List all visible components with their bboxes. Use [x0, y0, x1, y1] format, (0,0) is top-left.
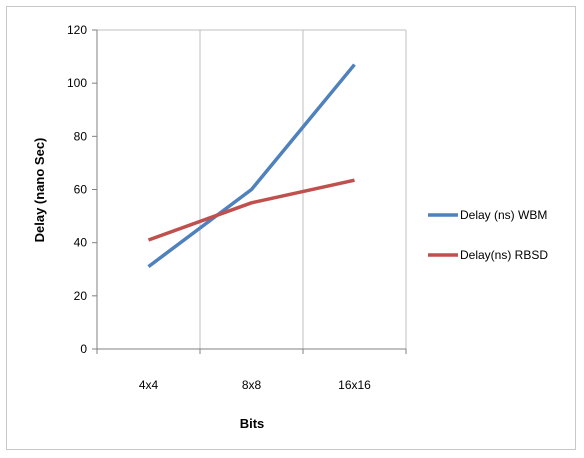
legend-label: Delay(ns) RBSD [460, 248, 548, 262]
chart-frame [6, 6, 576, 450]
y-tick-label: 100 [67, 76, 87, 90]
axes [92, 29, 407, 354]
x-tick-labels: 4x4 8x8 16x16 [139, 378, 371, 392]
x-axis-title: Bits [240, 416, 265, 431]
series-line-rbsd [147, 178, 355, 242]
y-tick-label: 20 [74, 289, 88, 303]
y-tick-label: 40 [74, 236, 88, 250]
y-tick-labels: 0 20 40 60 80 100 120 [67, 23, 87, 356]
legend-label: Delay (ns) WBM [460, 208, 547, 222]
legend: Delay (ns) WBM Delay(ns) RBSD [428, 208, 548, 262]
y-tick-label: 0 [80, 342, 87, 356]
y-tick-label: 120 [67, 23, 87, 37]
y-tick-label: 80 [74, 129, 88, 143]
y-axis-title: Delay (nano Sec) [32, 138, 47, 243]
series-line-wbm [147, 63, 356, 268]
x-tick-label: 8x8 [242, 378, 262, 392]
x-tick-label: 4x4 [139, 378, 159, 392]
x-tick-label: 16x16 [338, 378, 371, 392]
series-lines [147, 63, 356, 268]
y-tick-label: 60 [74, 183, 88, 197]
